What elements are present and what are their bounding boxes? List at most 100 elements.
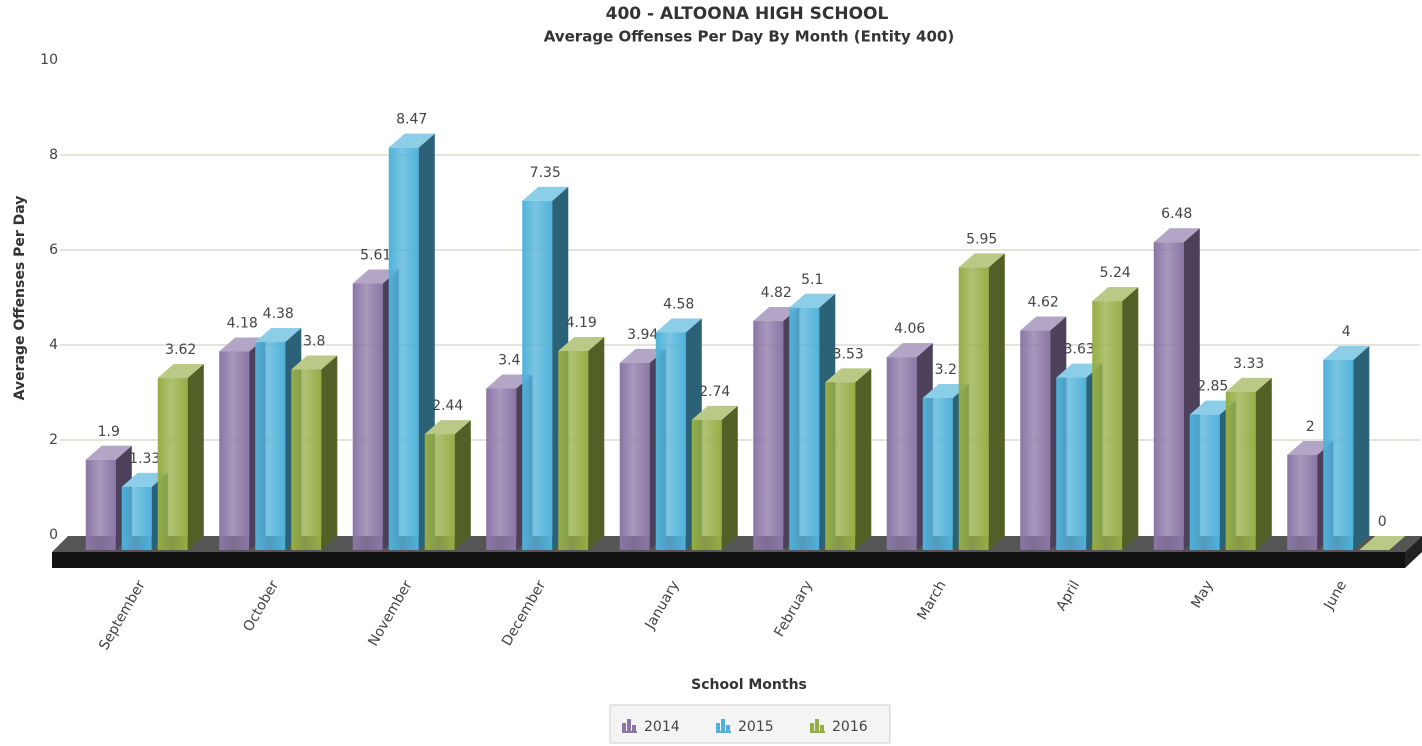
bar-side	[1353, 346, 1370, 550]
legend-label: 2014	[644, 719, 680, 735]
bar-top-shine	[1189, 400, 1236, 415]
bar-top-shine	[922, 384, 969, 398]
data-label: 4.06	[894, 321, 925, 337]
data-label: 4.19	[566, 315, 597, 331]
bar-top-shine	[255, 327, 302, 342]
bar-front	[522, 200, 553, 550]
x-tick-label: February	[771, 578, 816, 640]
legend-icon-base	[716, 731, 731, 733]
data-label: 3.63	[1064, 342, 1095, 358]
bar	[1359, 536, 1406, 550]
bar-top-shine	[85, 445, 132, 460]
data-label: 0	[1378, 514, 1387, 530]
bar-top	[121, 472, 168, 487]
data-label: 4.62	[1028, 295, 1059, 311]
bar-top	[789, 293, 836, 308]
data-label: 5.24	[1100, 265, 1131, 281]
bar-side	[588, 336, 605, 550]
bar-side-shade	[1122, 287, 1139, 550]
data-label: 7.35	[530, 165, 561, 181]
bar-front	[753, 321, 784, 550]
x-tick-label: January	[642, 578, 683, 633]
bar-top-shine	[1092, 287, 1139, 302]
bar-top	[1323, 346, 1370, 360]
bar-top	[388, 133, 435, 148]
data-label: 4.82	[761, 285, 792, 301]
bar	[157, 364, 204, 550]
bar-front	[958, 267, 989, 550]
bar-top-shine	[558, 336, 605, 351]
bar-top-shine	[789, 293, 836, 308]
y-axis-title: Average Offenses Per Day	[12, 196, 28, 401]
data-label: 5.1	[801, 272, 823, 288]
bar	[691, 405, 738, 550]
bar-top	[1056, 363, 1103, 378]
bar-front	[1020, 330, 1051, 550]
bar-top-shine	[958, 253, 1005, 268]
bar-front	[922, 398, 953, 550]
bar-top-shine	[691, 405, 738, 420]
bar-side-shade	[855, 368, 872, 550]
legend-icon-bar	[820, 725, 824, 731]
bar-top-shine	[157, 364, 204, 379]
bar-side-shade	[1255, 377, 1272, 550]
data-label: 2.74	[699, 384, 730, 400]
bar-side	[187, 364, 204, 550]
legend-icon	[622, 719, 637, 733]
bar	[1092, 287, 1139, 550]
bar-top-shine	[121, 472, 168, 487]
bar-top	[825, 368, 872, 383]
x-tick-label: April	[1053, 578, 1083, 614]
bar-top-shine	[424, 420, 471, 435]
bar-front	[825, 382, 856, 550]
bar-front	[1153, 242, 1184, 550]
legend-icon-bar	[726, 725, 730, 731]
legend-label: 2016	[832, 719, 868, 735]
legend-icon-bar	[632, 725, 636, 731]
y-tick-label: 2	[49, 432, 58, 448]
data-label: 1.9	[98, 424, 120, 440]
bar-side-shade	[588, 336, 605, 550]
bar-top	[655, 318, 702, 333]
bar	[825, 368, 872, 550]
x-tick-label: December	[499, 578, 549, 649]
bar-top-shine	[219, 337, 266, 352]
bar-side-shade	[988, 253, 1005, 550]
bar-top	[886, 343, 933, 358]
bar-top	[1287, 441, 1334, 455]
bar-top-shine	[522, 186, 569, 201]
bar-front	[486, 388, 517, 550]
bar-top	[352, 269, 399, 284]
bar-side-shade	[321, 355, 338, 550]
legend-icon-bar	[810, 723, 814, 731]
bar-side-shade	[187, 364, 204, 550]
bar-top	[922, 384, 969, 398]
data-label: 2.85	[1197, 379, 1228, 395]
x-axis-title: School Months	[691, 677, 807, 693]
data-label: 3.53	[833, 346, 864, 362]
bar-front	[1287, 455, 1318, 550]
legend-icon	[716, 719, 731, 733]
bar-side	[454, 420, 471, 550]
bar-front	[886, 357, 917, 550]
y-tick-label: 0	[49, 527, 58, 543]
bar-side-shade	[1353, 346, 1370, 550]
bar	[1323, 346, 1370, 550]
bar-front	[619, 362, 650, 550]
bar-front	[789, 307, 820, 550]
bar-top-shine	[352, 269, 399, 284]
bar-side-shade	[454, 420, 471, 550]
bar	[958, 253, 1005, 550]
bar-top	[1020, 316, 1067, 331]
bar	[291, 355, 338, 550]
data-label: 3.33	[1233, 356, 1264, 372]
bar-top	[753, 307, 800, 322]
x-tick-label: November	[365, 578, 415, 649]
bar-top-shine	[1153, 228, 1200, 243]
data-label: 3.2	[935, 362, 957, 378]
data-label: 8.47	[396, 112, 427, 128]
bar-front	[1225, 391, 1256, 550]
bar-top	[157, 364, 204, 379]
bar	[558, 336, 605, 550]
bar-top-shine	[1225, 377, 1272, 392]
